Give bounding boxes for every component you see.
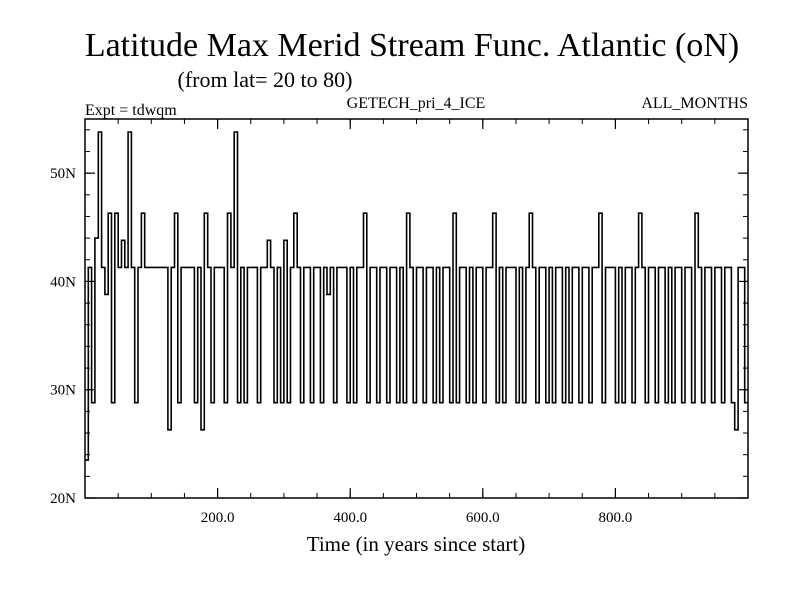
season-label: ALL_MONTHS [641, 95, 748, 112]
x-axis-ticks: 200.0 400.0 600.0 800.0 [201, 119, 633, 526]
run-label: GETECH_pri_4_ICE [347, 95, 486, 112]
y-tick-label: 40N [50, 274, 76, 290]
data-series-line [85, 131, 748, 461]
chart-subtitle: (from lat= 20 to 80) [178, 67, 353, 92]
x-tick-label: 600.0 [466, 510, 500, 526]
x-tick-label: 800.0 [599, 510, 633, 526]
x-tick-label: 400.0 [333, 510, 367, 526]
chart-title: Latitude Max Merid Stream Func. Atlantic… [85, 27, 739, 64]
x-tick-label: 200.0 [201, 510, 235, 526]
y-tick-label: 50N [50, 166, 76, 182]
expt-label: Expt = tdwqm [85, 102, 177, 119]
x-axis-title: Time (in years since start) [307, 532, 526, 556]
y-tick-label: 20N [50, 491, 76, 507]
y-tick-label: 30N [50, 383, 76, 399]
y-axis-ticks: 20N 30N 40N 50N [50, 166, 748, 507]
